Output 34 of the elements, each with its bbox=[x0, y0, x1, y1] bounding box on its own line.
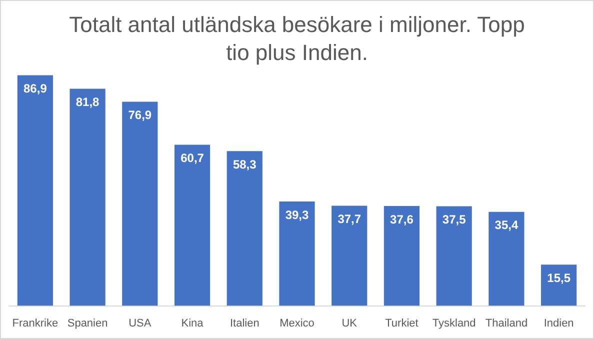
x-tick-label: UK bbox=[342, 317, 358, 330]
data-label: 37,7 bbox=[338, 212, 362, 226]
x-tick-label: Mexico bbox=[280, 317, 314, 330]
x-tick-label: USA bbox=[128, 317, 152, 330]
bar bbox=[17, 75, 53, 306]
bar bbox=[384, 206, 420, 306]
bar bbox=[332, 206, 368, 306]
bar bbox=[541, 264, 577, 306]
x-tick-label: Thailand bbox=[485, 317, 528, 330]
bar bbox=[174, 144, 210, 306]
bar bbox=[122, 102, 158, 306]
x-tick-label: Italien bbox=[230, 317, 260, 330]
data-label: 86,9 bbox=[24, 82, 48, 96]
data-label: 37,5 bbox=[442, 212, 466, 227]
bar bbox=[279, 202, 315, 306]
data-label: 58,3 bbox=[232, 157, 257, 172]
data-label: 39,3 bbox=[285, 208, 309, 222]
bar bbox=[436, 206, 472, 306]
x-tick-label: Frankrike bbox=[12, 317, 58, 330]
data-label: 60,7 bbox=[180, 151, 204, 166]
x-tick-label: Indien bbox=[544, 317, 574, 330]
bar bbox=[226, 151, 262, 306]
data-label: 37,6 bbox=[390, 212, 414, 226]
data-label: 35,4 bbox=[494, 218, 518, 232]
x-tick-label: Spanien bbox=[67, 317, 108, 330]
chart-title: Totalt antal utländska besökare i miljoner. Topp tio plus Indien. bbox=[68, 11, 526, 67]
bar bbox=[70, 88, 106, 306]
x-tick-label: Turkiet bbox=[385, 317, 418, 330]
data-label: 76,9 bbox=[128, 108, 152, 122]
data-label: 15,5 bbox=[547, 270, 571, 285]
data-label: 81,8 bbox=[76, 95, 100, 110]
x-tick-label: Kina bbox=[181, 317, 204, 330]
x-tick-label: Tyskland bbox=[432, 317, 476, 330]
bar bbox=[488, 212, 524, 306]
